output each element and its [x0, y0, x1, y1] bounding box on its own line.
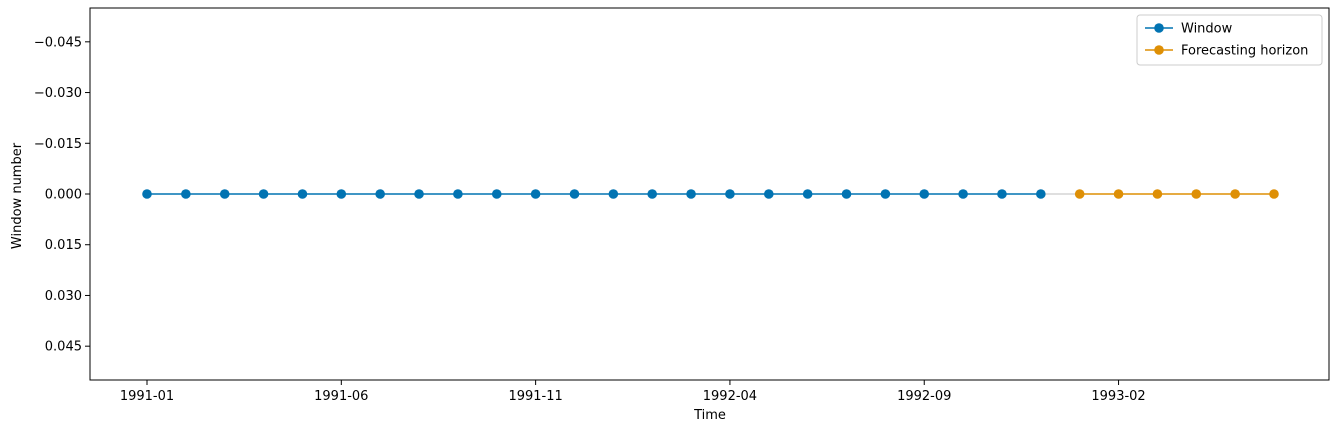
y-tick-label: −0.015	[34, 137, 82, 152]
data-point	[880, 189, 891, 199]
legend-label: Window	[1181, 22, 1233, 37]
data-point	[1269, 189, 1279, 199]
data-point	[258, 189, 269, 199]
data-point	[1191, 189, 1202, 199]
data-point	[1230, 189, 1240, 199]
y-tick-label: 0.045	[45, 340, 82, 355]
legend-box	[1136, 14, 1323, 66]
x-tick-label: 1991-06	[314, 389, 368, 404]
data-point	[375, 189, 385, 199]
y-tick-label: −0.030	[34, 86, 82, 101]
x-tick-label: 1992-04	[703, 389, 757, 404]
x-tick-label: 1993-02	[1091, 389, 1145, 404]
x-tick-label: 1991-01	[120, 389, 174, 404]
x-tick-label: 1991-11	[508, 389, 562, 404]
data-point	[686, 189, 696, 199]
y-tick-label: 0.015	[45, 238, 82, 253]
legend: Window Forecasting horizon	[1136, 14, 1323, 66]
y-axis: −0.045 −0.030 −0.015 0.000 0.015 0.030 0.045	[34, 35, 90, 355]
data-point	[608, 189, 619, 199]
data-point	[647, 189, 658, 199]
data-point	[725, 189, 735, 199]
x-axis-label: Time	[693, 408, 726, 423]
data-point	[530, 189, 541, 199]
data-point	[1113, 189, 1124, 199]
y-axis-label: Window number	[10, 142, 25, 249]
y-tick-label: 0.030	[45, 289, 82, 304]
plot-area	[89, 7, 1330, 381]
data-point	[919, 189, 930, 199]
data-point	[219, 189, 230, 199]
data-point	[142, 189, 152, 199]
data-point	[1152, 189, 1163, 199]
legend-marker	[1154, 45, 1164, 55]
data-point	[841, 189, 852, 199]
x-axis: 1991-01 1991-06 1991-11 1992-04 1992-09 1993-…	[120, 380, 1146, 404]
data-point	[336, 189, 347, 199]
data-point	[763, 189, 774, 199]
data-point	[453, 189, 463, 199]
legend-label: Forecasting horizon	[1181, 44, 1308, 59]
data-point	[569, 189, 580, 199]
data-point	[297, 189, 308, 199]
data-point	[491, 189, 502, 199]
data-point	[958, 189, 968, 199]
y-tick-label: 0.000	[45, 188, 82, 203]
data-point	[181, 189, 191, 199]
data-point	[1074, 189, 1085, 199]
legend-marker	[1154, 23, 1164, 33]
data-point	[414, 189, 424, 199]
data-point	[997, 189, 1007, 199]
data-point	[1036, 189, 1046, 199]
y-tick-label: −0.045	[34, 35, 82, 50]
data-point	[802, 189, 813, 199]
x-tick-label: 1992-09	[897, 389, 951, 404]
